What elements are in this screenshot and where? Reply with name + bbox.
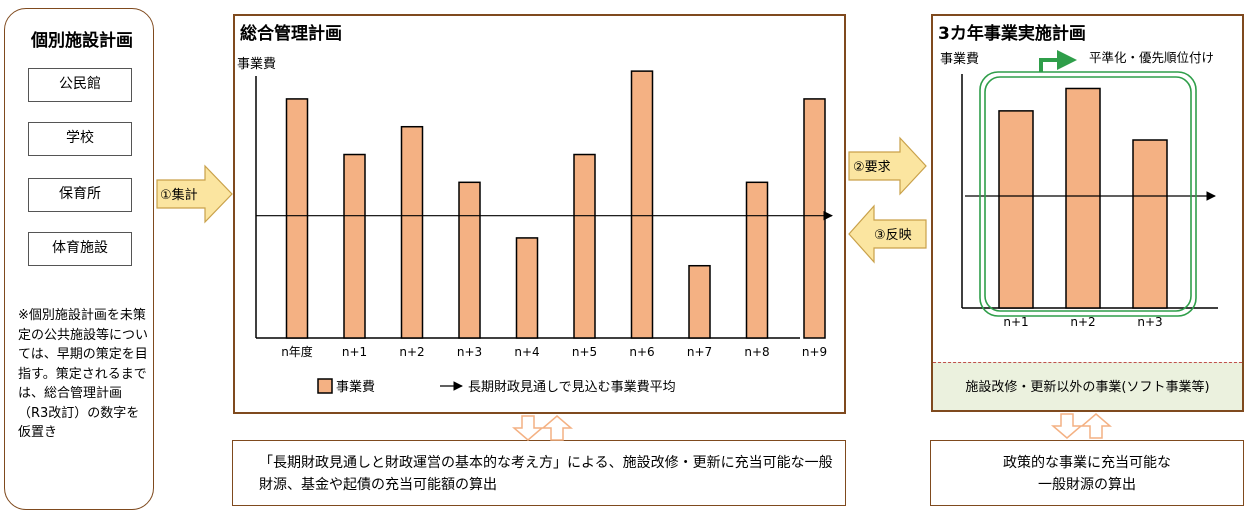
non-facility-projects-band	[933, 362, 1242, 410]
facility-note: ※個別施設計画を未策定の公共施設等については、早期の策定を目指す。策定されるまで…	[18, 308, 149, 440]
master-plan-panel	[233, 14, 846, 414]
prioritization-frame-outer	[979, 71, 1197, 317]
bar-9	[803, 98, 826, 339]
bar-0	[285, 98, 309, 339]
x-tick-label-1: n+1	[342, 345, 367, 359]
prioritization-arrow	[1039, 50, 1077, 72]
x-tick-label-0: n年度	[281, 344, 313, 359]
facility-item-nursery: 保育所	[28, 178, 132, 212]
aggregate-arrow	[156, 164, 233, 224]
policy-funds-line2: 一般財源の算出	[1038, 477, 1136, 493]
reflect-arrow-label: ③反映	[874, 228, 912, 243]
bar-7	[688, 264, 711, 339]
policy-funds-line1: 政策的な事業に充当可能な	[1003, 455, 1171, 471]
financial-outlook-box: 「長期財政見通しと財政運営の基本的な考え方」による、施設改修・更新に充当可能な一…	[232, 440, 846, 506]
bar-1	[343, 153, 366, 339]
bar-0	[998, 110, 1034, 309]
facility-plan-panel	[4, 8, 154, 510]
facility-item-school: 学校	[28, 122, 132, 156]
aggregate-arrow-label: ①集計	[160, 187, 198, 203]
x-tick-label-6: n+6	[629, 345, 654, 359]
reflect-arrow	[848, 204, 927, 264]
prioritization-frame-inner	[984, 76, 1192, 312]
three-year-plan-title: 3カ年事業実施計画	[938, 24, 1086, 44]
request-arrow-label: ②要求	[853, 160, 891, 175]
x-tick-label-7: n+7	[687, 345, 712, 359]
master-plan-title: 総合管理計画	[240, 24, 342, 44]
legend-avg-label: 長期財政見通しで見込む事業費平均	[468, 379, 676, 395]
down-arrow-left	[511, 415, 545, 441]
bar-8	[745, 181, 769, 339]
x-tick-label-2: n+3	[1137, 315, 1162, 329]
bar-1	[1065, 87, 1101, 309]
x-tick-label-5: n+5	[572, 345, 597, 359]
x-tick-label-8: n+8	[744, 345, 769, 359]
prioritization-label: 平準化・優先順位付け	[1089, 50, 1214, 65]
legend-bar-label: 事業費	[336, 379, 375, 395]
master-plan-chart: 事業費 n年度 n+1 n+2 n+3 n+4 n+5 n+6 n+7 n+8 n+9	[237, 56, 833, 359]
x-tick-label-4: n+4	[514, 345, 539, 359]
up-arrow-right	[1079, 413, 1113, 439]
bar-3	[458, 181, 481, 339]
request-arrow	[848, 136, 927, 196]
bar-5	[573, 153, 596, 339]
x-tick-label-9: n+9	[802, 345, 827, 359]
y-axis-label: 事業費	[940, 51, 979, 67]
x-tick-label-1: n+2	[1070, 315, 1095, 329]
policy-funds-box: 政策的な事業に充当可能な 一般財源の算出	[930, 440, 1244, 506]
bar-6	[630, 70, 654, 339]
up-arrow-left	[540, 415, 574, 441]
facility-item-kominkan: 公民館	[28, 68, 132, 102]
legend-bar-swatch	[317, 378, 333, 394]
facility-item-gym: 体育施設	[28, 232, 132, 266]
bar-2	[400, 125, 424, 339]
y-axis-label: 事業費	[237, 56, 276, 72]
facility-panel-title: 個別施設計画	[31, 31, 133, 51]
x-tick-label-3: n+3	[457, 345, 482, 359]
down-arrow-right	[1050, 413, 1084, 439]
x-tick-label-2: n+2	[399, 345, 424, 359]
non-facility-projects-label: 施設改修・更新以外の事業(ソフト事業等)	[965, 380, 1210, 395]
bar-4	[515, 237, 539, 339]
bar-2	[1132, 139, 1168, 309]
three-year-chart: 事業費 n+1 n+2 n+3	[940, 51, 1218, 329]
x-tick-label-0: n+1	[1003, 315, 1028, 329]
